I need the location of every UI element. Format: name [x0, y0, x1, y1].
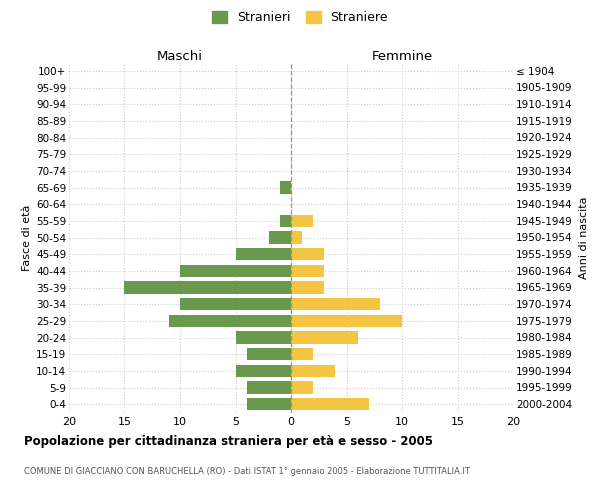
Y-axis label: Anni di nascita: Anni di nascita	[580, 196, 589, 278]
Text: Femmine: Femmine	[371, 50, 433, 62]
Bar	[247, 348, 291, 360]
Text: Popolazione per cittadinanza straniera per età e sesso - 2005: Popolazione per cittadinanza straniera p…	[24, 435, 433, 448]
Bar	[291, 398, 369, 410]
Bar	[180, 264, 291, 277]
Bar	[291, 281, 325, 293]
Bar	[291, 214, 313, 227]
Bar	[291, 314, 402, 327]
Bar	[124, 281, 291, 293]
Legend: Stranieri, Straniere: Stranieri, Straniere	[207, 6, 393, 29]
Bar	[169, 314, 291, 327]
Bar	[291, 231, 302, 244]
Bar	[291, 381, 313, 394]
Bar	[291, 264, 325, 277]
Bar	[247, 398, 291, 410]
Bar	[235, 248, 291, 260]
Bar	[291, 348, 313, 360]
Bar	[291, 331, 358, 344]
Bar	[291, 298, 380, 310]
Bar	[235, 331, 291, 344]
Text: Maschi: Maschi	[157, 50, 203, 62]
Y-axis label: Fasce di età: Fasce di età	[22, 204, 32, 270]
Bar	[247, 381, 291, 394]
Bar	[291, 364, 335, 377]
Bar	[180, 298, 291, 310]
Bar	[280, 181, 291, 194]
Bar	[235, 364, 291, 377]
Bar	[280, 214, 291, 227]
Bar	[291, 248, 325, 260]
Text: COMUNE DI GIACCIANO CON BARUCHELLA (RO) - Dati ISTAT 1° gennaio 2005 - Elaborazi: COMUNE DI GIACCIANO CON BARUCHELLA (RO) …	[24, 468, 470, 476]
Bar	[269, 231, 291, 244]
